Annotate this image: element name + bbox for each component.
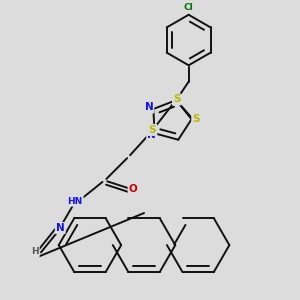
Text: H: H <box>31 247 39 256</box>
Text: N: N <box>56 223 64 233</box>
Text: N: N <box>147 130 156 140</box>
Text: N: N <box>145 103 153 112</box>
Text: S: S <box>173 94 181 104</box>
Text: HN: HN <box>68 197 83 206</box>
Text: O: O <box>129 184 137 194</box>
Text: Cl: Cl <box>184 3 194 12</box>
Text: S: S <box>149 125 156 135</box>
Text: S: S <box>192 114 200 124</box>
